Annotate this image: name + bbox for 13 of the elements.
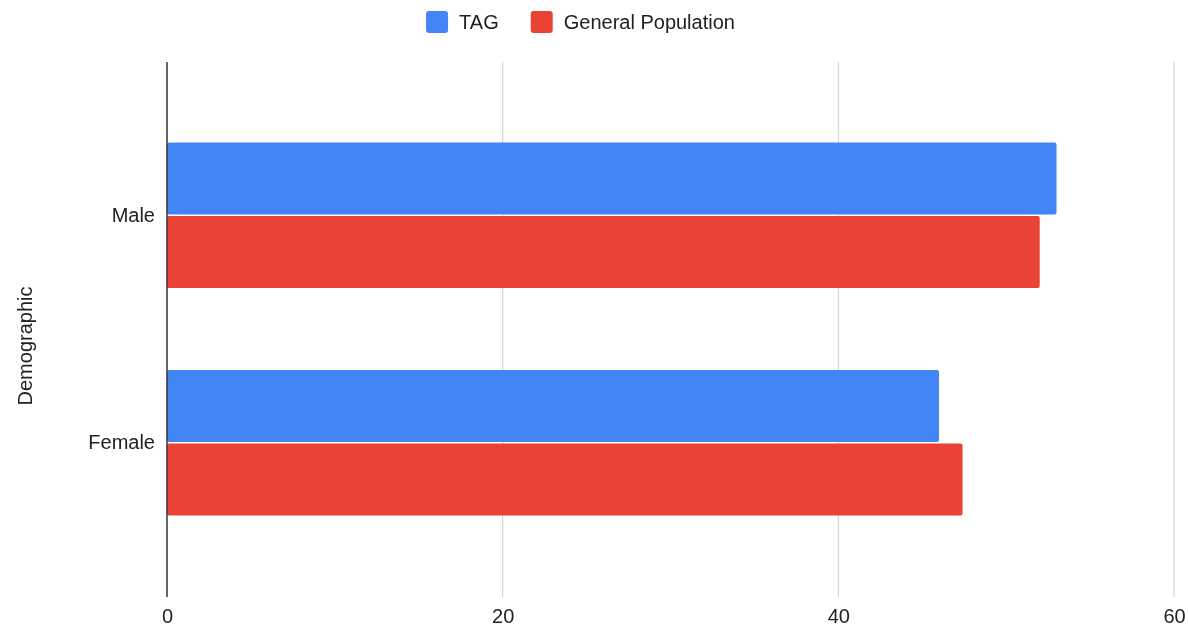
x-tick-label: 0 bbox=[161, 605, 174, 628]
y-tick-label: Female bbox=[88, 431, 155, 454]
legend-label: General Population bbox=[563, 11, 735, 33]
bar bbox=[167, 215, 1040, 289]
x-tick-label: 20 bbox=[492, 605, 515, 628]
legend-label: TAG bbox=[459, 11, 499, 33]
x-tick-label: 60 bbox=[1163, 605, 1186, 628]
y-tick-label: Male bbox=[111, 203, 155, 226]
y-axis-title: Demographic bbox=[14, 286, 36, 406]
bar bbox=[167, 443, 963, 516]
bar bbox=[167, 142, 1057, 215]
bar bbox=[167, 369, 940, 443]
x-tick-label: 40 bbox=[827, 605, 850, 628]
